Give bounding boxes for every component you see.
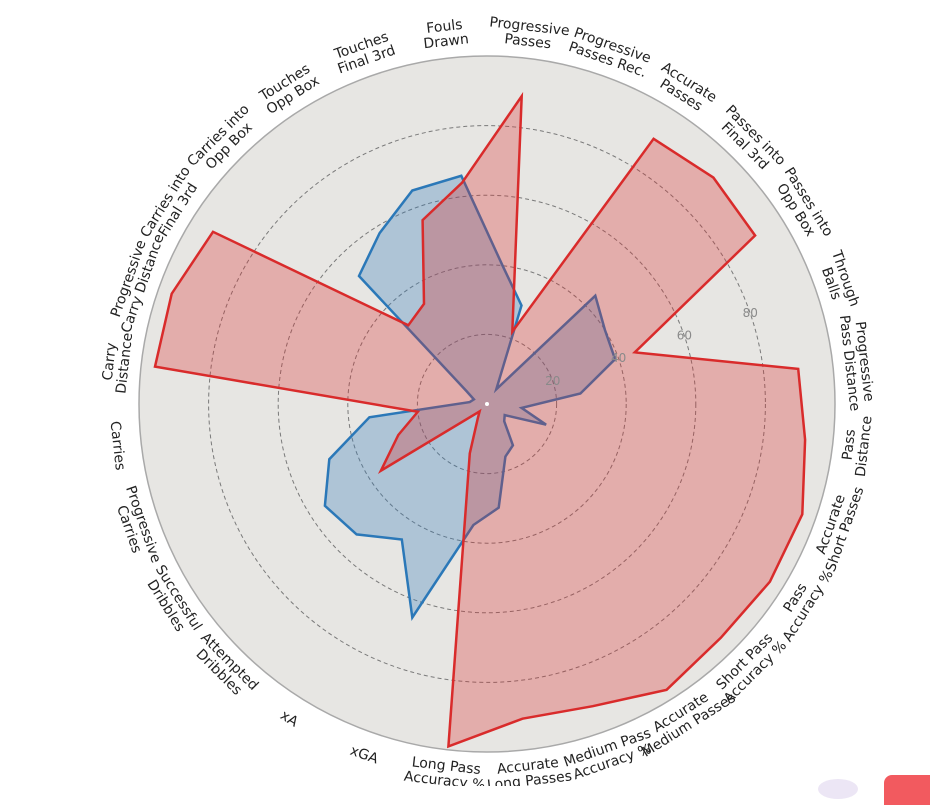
corner-action-button[interactable] xyxy=(884,775,930,805)
axis-label-line: Long Pass xyxy=(411,754,482,778)
axis-label-line: Distance xyxy=(113,332,136,395)
series-1-polygon xyxy=(323,174,617,621)
axis-label-line: Passes xyxy=(504,31,552,52)
ring-gridline xyxy=(347,264,627,544)
axis-label-line: Accurate xyxy=(496,755,559,778)
ring-gridline xyxy=(277,194,697,614)
axis-label: xGA xyxy=(348,743,381,768)
ring-gridline xyxy=(208,125,766,683)
ring-tick-labels: 20 40 60 80 xyxy=(545,306,758,388)
axis-label-line: xA xyxy=(277,707,301,730)
ring-gridlines xyxy=(208,125,766,683)
series-layer xyxy=(153,91,807,749)
axis-label-line: Pass xyxy=(840,428,859,461)
ring-tick-label: 40 xyxy=(611,351,626,365)
axis-label-line: Fouls xyxy=(426,17,464,37)
ring-tick-label: 80 xyxy=(743,306,758,320)
axis-label-line: xGA xyxy=(348,743,381,768)
axis-label: xA xyxy=(277,707,301,730)
axis-label: Carries xyxy=(107,420,128,471)
axis-label-line: Carries xyxy=(107,420,128,471)
series-2-polygon xyxy=(153,91,807,749)
axis-label-line: Carry xyxy=(100,342,120,381)
axis-label-line: Distance xyxy=(853,415,876,478)
ring-tick-label: 60 xyxy=(677,329,692,343)
axis-label-line: Drawn xyxy=(423,31,470,52)
center-point xyxy=(485,402,489,406)
ring-gridline xyxy=(416,333,558,475)
ring-tick-label: 20 xyxy=(545,374,560,388)
corner-avatar-widget[interactable] xyxy=(818,779,858,799)
